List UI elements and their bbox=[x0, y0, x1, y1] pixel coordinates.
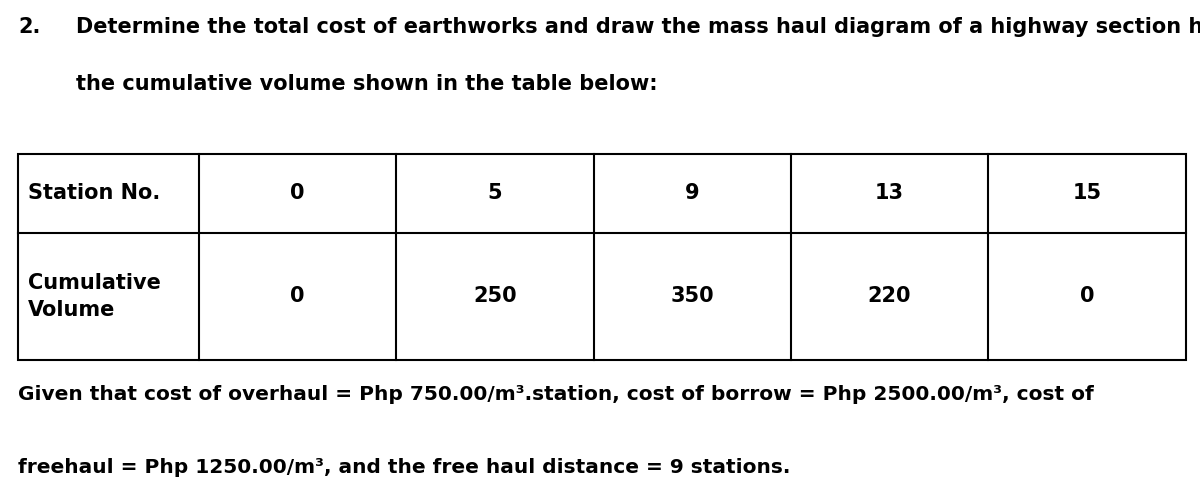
Text: 5: 5 bbox=[487, 183, 503, 203]
Text: the cumulative volume shown in the table below:: the cumulative volume shown in the table… bbox=[76, 74, 658, 94]
Text: 15: 15 bbox=[1073, 183, 1102, 203]
Text: Given that cost of overhaul = Php 750.00/m³.station, cost of borrow = Php 2500.0: Given that cost of overhaul = Php 750.00… bbox=[18, 385, 1093, 404]
Text: Station No.: Station No. bbox=[28, 183, 160, 203]
Text: 13: 13 bbox=[875, 183, 904, 203]
Bar bbox=[18, 154, 1186, 360]
Text: 0: 0 bbox=[290, 183, 305, 203]
Text: 9: 9 bbox=[685, 183, 700, 203]
Text: Determine the total cost of earthworks and draw the mass haul diagram of a highw: Determine the total cost of earthworks a… bbox=[76, 17, 1200, 37]
Text: 220: 220 bbox=[868, 286, 911, 306]
Text: Volume: Volume bbox=[28, 300, 115, 320]
Text: Cumulative: Cumulative bbox=[28, 273, 161, 293]
Text: 250: 250 bbox=[473, 286, 517, 306]
Text: 350: 350 bbox=[671, 286, 714, 306]
Text: freehaul = Php 1250.00/m³, and the free haul distance = 9 stations.: freehaul = Php 1250.00/m³, and the free … bbox=[18, 458, 791, 477]
Text: 0: 0 bbox=[1080, 286, 1094, 306]
Text: 2.: 2. bbox=[18, 17, 41, 37]
Text: 0: 0 bbox=[290, 286, 305, 306]
